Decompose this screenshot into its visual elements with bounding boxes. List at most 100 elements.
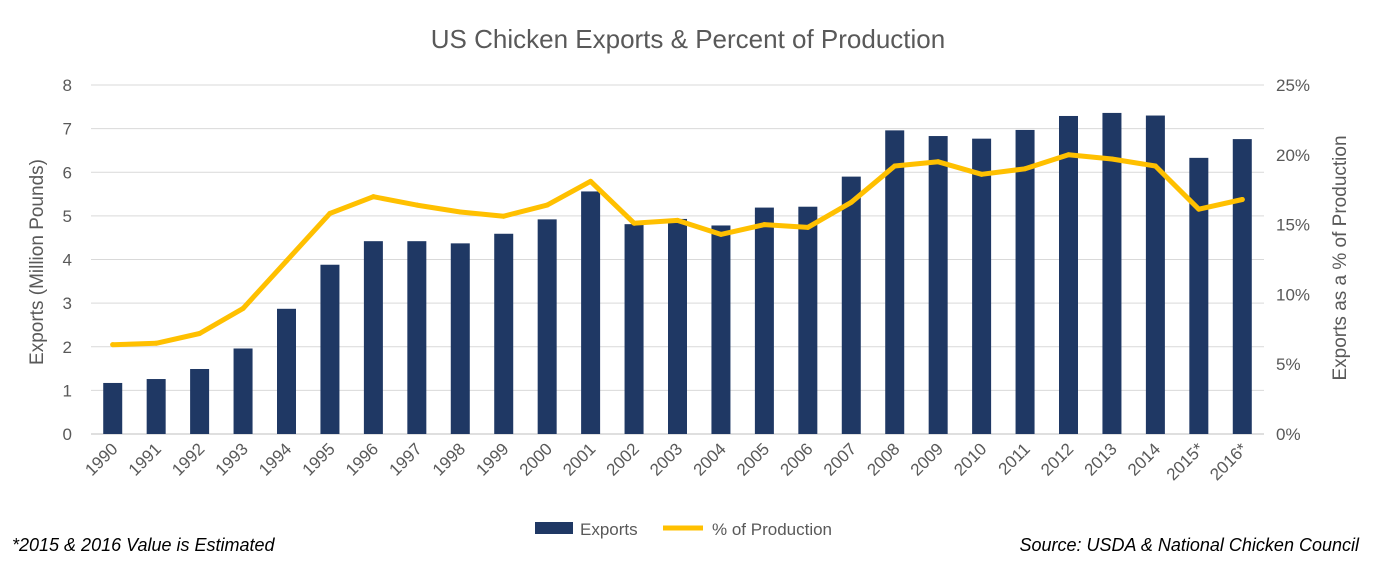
bar-exports [581,191,601,434]
x-tick-label: 2004 [690,439,730,479]
point-percent [1239,196,1245,202]
left-axis-label: Exports (Million Pounds) [27,159,48,365]
bar-exports [190,368,210,434]
bar-exports [277,308,296,434]
x-tick-label: 2009 [907,439,947,479]
point-percent [501,213,507,219]
x-tick-label: 2012 [1037,439,1077,479]
point-percent [1022,166,1028,172]
y-tick-label: 4 [63,251,72,270]
bar-exports [798,206,818,434]
bar-exports [972,138,992,434]
point-percent [761,222,767,228]
bar-exports [841,176,861,435]
point-percent [1109,156,1115,162]
bar-exports [885,130,905,434]
x-axis-ticks: 1990 1991 1992 1993 1994 1995 1996 1997 1998 1999… [81,439,1251,484]
point-percent [110,342,116,348]
point-percent [848,199,854,205]
bar-exports [1189,157,1209,434]
x-tick-label: 1994 [255,439,295,479]
y2-tick-label: 0% [1276,425,1301,444]
left-axis-ticks: 0 1 2 3 4 5 6 7 8 [63,76,72,444]
chart-title: US Chicken Exports & Percent of Producti… [431,24,945,54]
x-tick-label: 2007 [820,439,860,479]
x-tick-label: 2005 [733,439,773,479]
point-percent [892,163,898,169]
x-tick-label: 1998 [429,439,469,479]
y2-tick-label: 5% [1276,355,1301,374]
y2-tick-label: 25% [1276,76,1310,95]
x-tick-label: 2011 [995,439,1034,478]
point-percent [631,220,637,226]
point-percent [327,210,333,216]
legend-swatch-exports [535,522,573,534]
x-tick-label: 2000 [516,439,556,479]
bar-exports [1015,129,1035,434]
point-percent [675,217,680,223]
y-tick-label: 8 [63,76,72,95]
point-percent [153,340,159,346]
x-tick-label: 2003 [646,439,686,479]
x-tick-label: 2014 [1124,439,1164,479]
x-tick-label: 2016* [1206,439,1251,484]
point-percent [414,202,420,208]
right-axis-label: Exports as a % of Production [1330,135,1351,380]
x-tick-label: 2006 [776,439,816,479]
point-percent [1196,206,1202,212]
bar-exports [1102,112,1122,435]
x-tick-label: 2002 [603,439,643,479]
point-percent [718,231,724,237]
x-tick-label: 2001 [559,439,599,479]
bar-exports [754,207,774,434]
point-percent [284,258,289,264]
point-percent [935,159,941,165]
x-tick-label: 1996 [342,439,382,479]
y-tick-label: 5 [63,207,72,226]
bar-exports [1145,115,1165,434]
bar-exports [450,243,470,434]
y-tick-label: 1 [63,381,72,400]
x-tick-label: 1991 [125,439,165,479]
y-tick-label: 3 [63,294,72,313]
x-tick-label: 1990 [81,439,121,479]
point-percent [457,209,463,215]
point-percent [805,224,811,230]
y-tick-label: 6 [63,163,72,182]
y-tick-label: 0 [63,425,72,444]
x-tick-label: 1999 [472,439,512,479]
point-percent [197,330,203,336]
y-tick-label: 2 [63,338,72,357]
point-percent [1066,152,1071,158]
bar-exports [320,264,340,434]
x-tick-label: 2015* [1163,439,1208,484]
point-percent [544,202,550,208]
bar-exports [363,241,383,434]
bars [103,112,1252,435]
source-note: Source: USDA & National Chicken Council [1019,535,1360,555]
bar-exports [146,379,166,434]
x-tick-label: 2008 [863,439,903,479]
bar-exports [668,218,687,434]
legend: Exports % of Production [535,520,832,539]
bar-exports [537,219,557,434]
point-percent [240,305,246,311]
bar-exports [1059,115,1078,434]
bar-exports [624,224,644,434]
x-tick-label: 1995 [299,439,339,479]
bar-exports [1232,139,1252,434]
percent-line [110,152,1245,348]
legend-label-percent: % of Production [712,520,832,539]
y2-tick-label: 15% [1276,216,1310,235]
right-axis-ticks: 0% 5% 10% 15% 20% 25% [1276,76,1310,444]
x-tick-label: 1997 [385,439,425,479]
bar-exports [928,136,948,434]
y2-tick-label: 10% [1276,285,1310,304]
point-percent [370,194,376,200]
x-tick-label: 2010 [950,439,990,479]
point-percent [588,178,594,184]
bar-exports [494,233,514,434]
legend-label-exports: Exports [580,520,638,539]
y-tick-label: 7 [63,120,72,139]
